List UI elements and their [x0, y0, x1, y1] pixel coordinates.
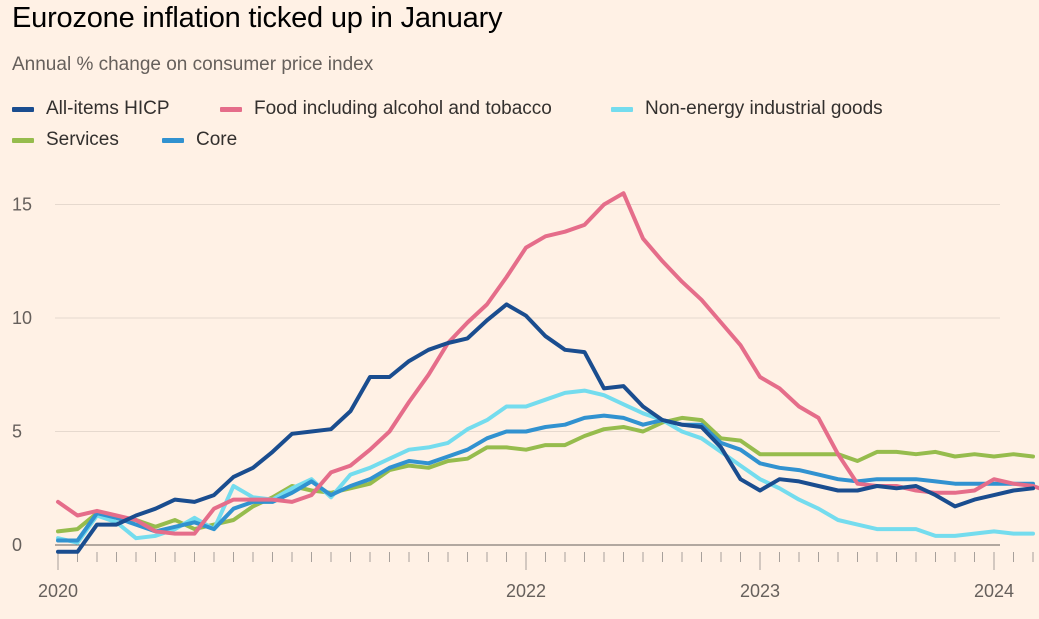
- series-line-services: [56, 415, 1035, 534]
- legend-label-food: Food including alcohol and tobacco: [254, 98, 552, 119]
- x-tick-label: 2020: [38, 581, 78, 601]
- y-tick-label: 0: [12, 535, 22, 555]
- legend-swatch-services: [12, 137, 34, 143]
- legend-label-core: Core: [196, 129, 238, 150]
- legend-item-core: Core: [162, 129, 237, 151]
- legend-swatch-food: [220, 106, 242, 112]
- legend-item-hicp: All-items HICP: [12, 98, 170, 120]
- series-line-core: [56, 413, 1035, 543]
- legend-row: All-items HICP Food including alcohol an…: [12, 98, 1012, 129]
- y-tick-label: 15: [12, 195, 32, 215]
- legend-item-neig: Non-energy industrial goods: [611, 98, 883, 120]
- legend-label-services: Services: [46, 129, 119, 150]
- legend-swatch-neig: [611, 106, 633, 112]
- legend-swatch-core: [162, 137, 184, 143]
- chart-title: Eurozone inflation ticked up in January: [12, 2, 503, 34]
- series-line-neig: [56, 388, 1035, 545]
- legend-row: Services Core: [12, 129, 1012, 160]
- legend-label-neig: Non-energy industrial goods: [645, 98, 883, 119]
- y-tick-label: 5: [12, 422, 22, 442]
- y-tick-label: 10: [12, 308, 32, 328]
- x-tick-label: 2024: [974, 581, 1014, 601]
- series-line-hicp: [56, 302, 1035, 554]
- legend-label-hicp: All-items HICP: [46, 98, 170, 119]
- series-line-food: [56, 191, 1039, 536]
- legend-item-food: Food including alcohol and tobacco: [220, 98, 552, 120]
- x-tick-label: 2023: [740, 581, 780, 601]
- x-tick-label: 2022: [506, 581, 546, 601]
- legend: All-items HICP Food including alcohol an…: [12, 98, 1012, 160]
- legend-item-services: Services: [12, 129, 119, 151]
- chart-subtitle: Annual % change on consumer price index: [12, 54, 374, 75]
- legend-swatch-hicp: [12, 106, 34, 112]
